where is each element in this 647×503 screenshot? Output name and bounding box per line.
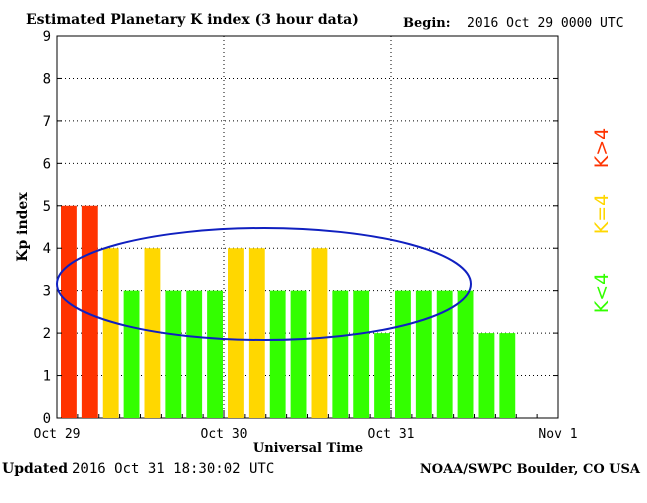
kp-bar: [395, 290, 411, 418]
y-tick-label: 9: [43, 29, 51, 45]
kp-bar: [499, 333, 516, 418]
y-tick-label: 7: [43, 114, 51, 130]
kp-bar: [457, 290, 474, 418]
y-tick-label: 0: [43, 411, 51, 427]
annotation-ellipse: [56, 227, 472, 341]
x-tick-label: Oct 30: [201, 427, 248, 442]
chart-title: Estimated Planetary K index (3 hour data…: [26, 12, 359, 28]
kp-bar: [186, 290, 203, 418]
kp-bar: [269, 290, 286, 418]
bars: [61, 205, 516, 418]
y-tick-label: 3: [43, 284, 51, 300]
kp-bar: [248, 248, 265, 418]
x-axis-label: Universal Time: [253, 441, 363, 456]
y-axis: 0 1 2 3 4 5 6 7 8 9: [43, 29, 558, 427]
updated-value: 2016 Oct 31 18:30:02 UTC: [72, 461, 274, 477]
kp-bar: [102, 248, 119, 418]
legend-quiet: K<4: [591, 273, 613, 313]
kp-bar: [436, 290, 453, 418]
x-axis: Oct 29 Oct 30 Oct 31 Nov 1: [34, 410, 578, 442]
kp-bar: [81, 205, 98, 418]
kp-bar: [290, 290, 307, 418]
y-tick-label: 4: [43, 241, 51, 257]
kp-bar: [311, 248, 328, 418]
source-credit: NOAA/SWPC Boulder, CO USA: [420, 462, 641, 477]
x-tick-label: Oct 29: [34, 427, 81, 442]
kp-bar: [415, 290, 432, 418]
kp-bar: [123, 290, 140, 418]
kp-bar: [144, 248, 161, 418]
y-tick-label: 2: [43, 326, 51, 342]
y-tick-label: 6: [43, 156, 51, 172]
y-tick-label: 8: [43, 71, 51, 87]
kp-bar: [478, 333, 495, 418]
kp-bar: [332, 290, 349, 418]
kp-bar: [165, 290, 182, 418]
kp-bar: [61, 205, 77, 418]
begin-label: Begin:: [403, 16, 451, 31]
y-tick-label: 5: [43, 199, 51, 215]
legend-storm: K>4: [591, 128, 613, 168]
plot-area: [56, 35, 559, 419]
updated-label: Updated: [2, 461, 68, 477]
x-tick-label: Nov 1: [538, 427, 577, 442]
legend-active: K=4: [591, 194, 613, 234]
begin-value: 2016 Oct 29 0000 UTC: [467, 16, 624, 31]
x-tick-label: Oct 31: [368, 427, 415, 442]
kp-bar: [228, 248, 244, 418]
y-axis-label: Kp index: [15, 192, 31, 262]
kp-bar: [207, 290, 223, 418]
y-tick-label: 1: [43, 369, 51, 385]
kp-bar: [374, 333, 390, 418]
kp-bar: [353, 290, 370, 418]
